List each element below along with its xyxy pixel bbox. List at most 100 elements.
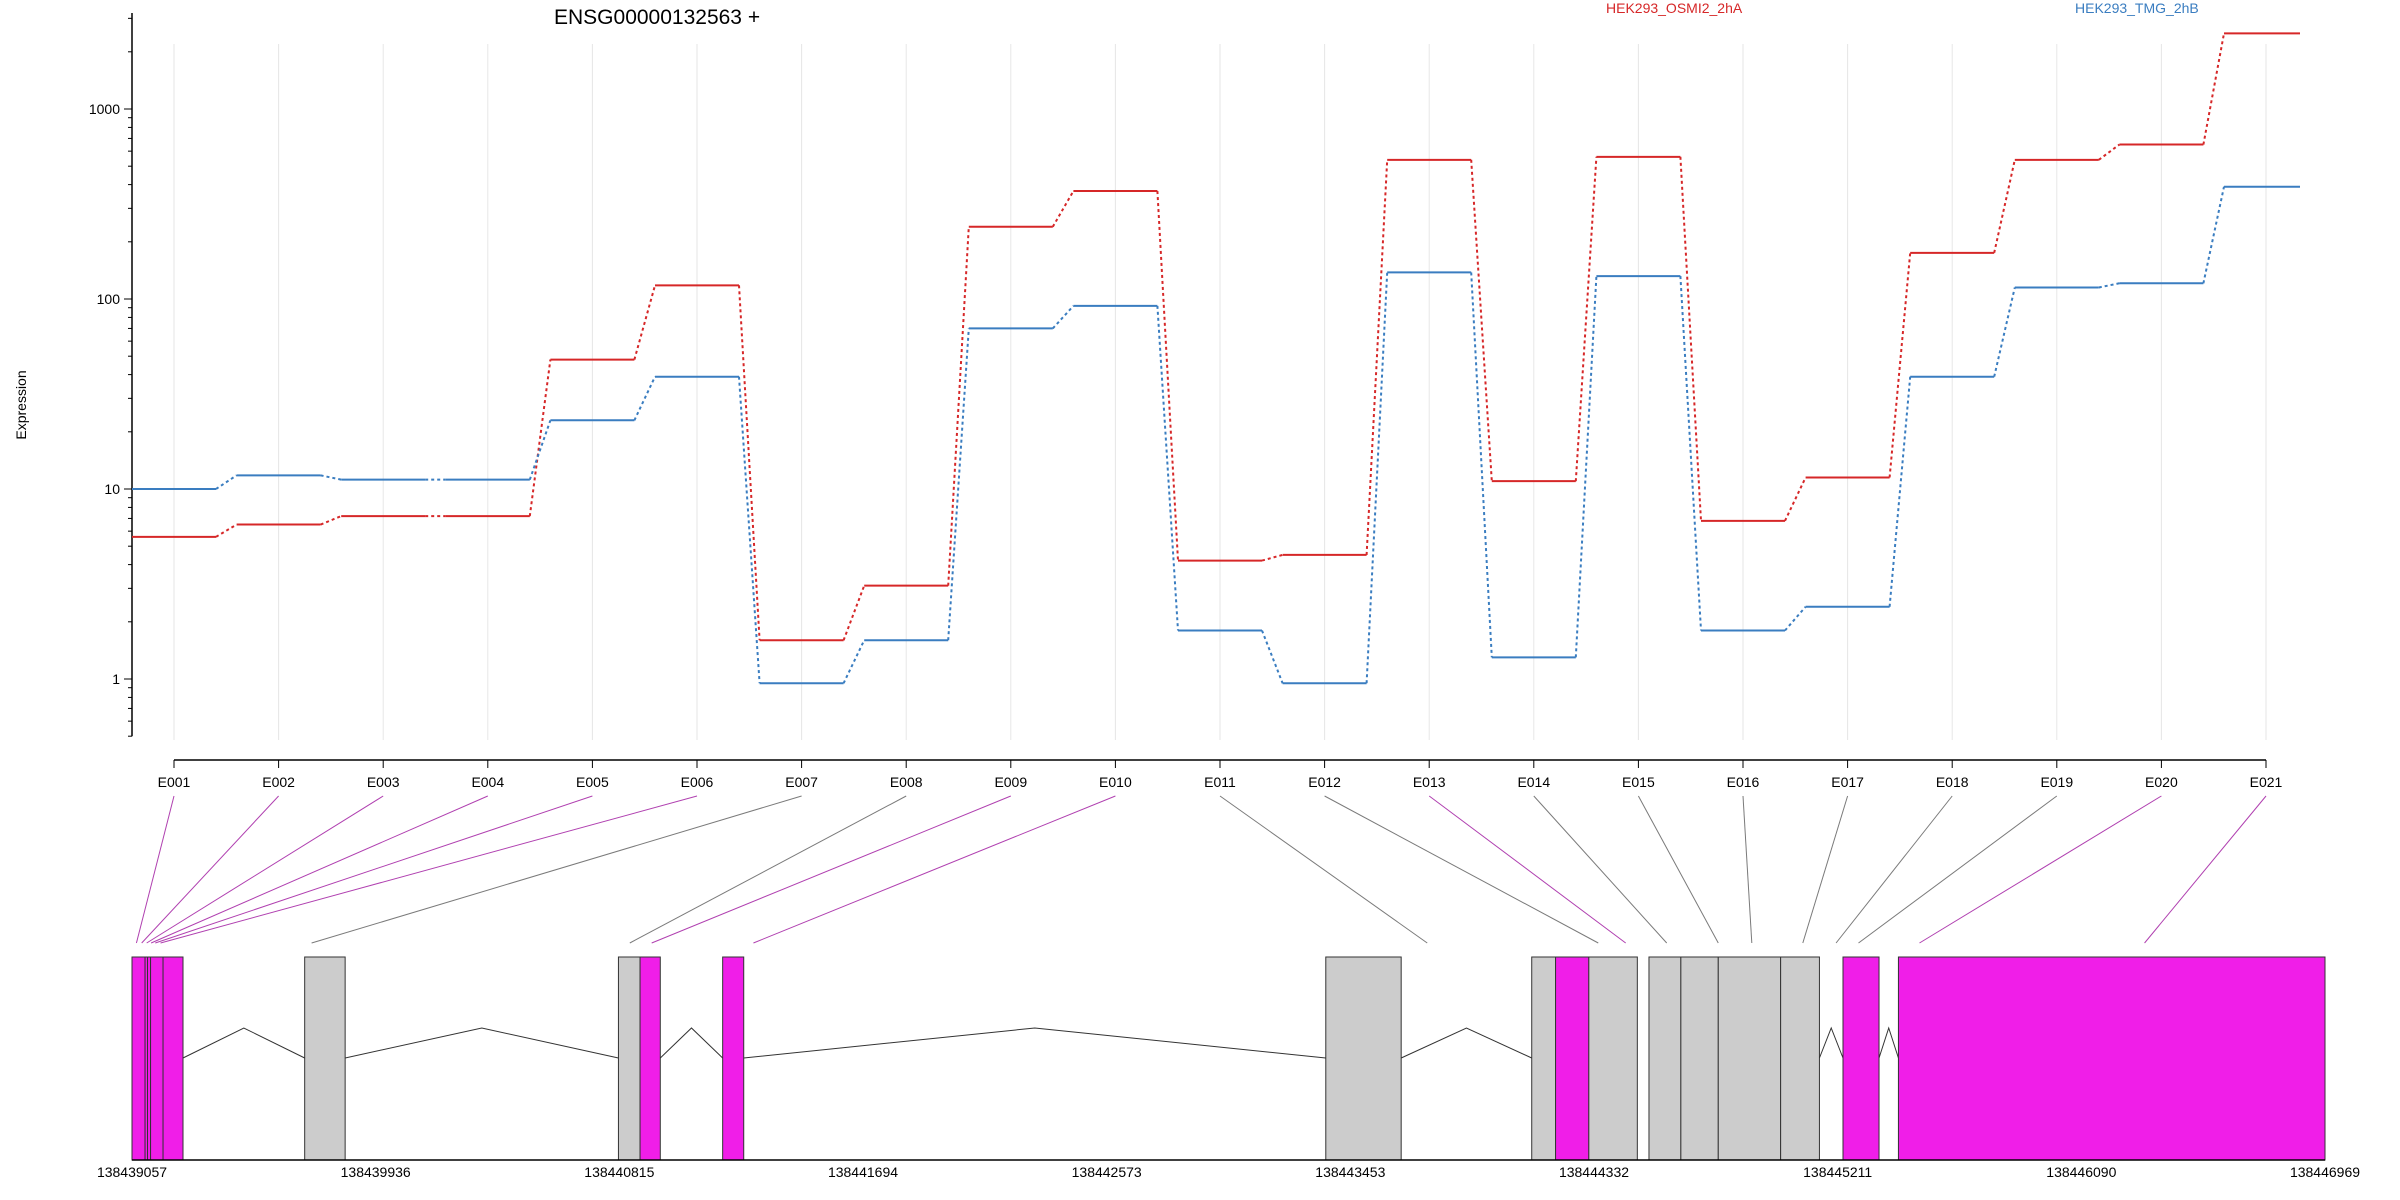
genomic-tick-label: 138443453 <box>1315 1164 1385 1180</box>
series-connector <box>842 585 866 641</box>
series-connector <box>947 328 970 641</box>
x-tick-label: E005 <box>576 774 609 790</box>
series-connector <box>1261 630 1284 684</box>
x-tick-label: E020 <box>2145 774 2178 790</box>
x-tick-label: E009 <box>994 774 1027 790</box>
exon-link-line <box>1858 795 2058 944</box>
genomic-tick-label: 138439057 <box>97 1164 167 1180</box>
exon-link-line <box>1533 795 1668 944</box>
x-tick-label: E008 <box>890 774 923 790</box>
x-tick-label: E019 <box>2040 774 2073 790</box>
exon-link-line <box>160 795 698 944</box>
exon-block <box>1842 956 1880 1161</box>
series-connector <box>738 285 761 641</box>
x-tick-label: E006 <box>681 774 714 790</box>
exon-link-line <box>155 795 593 944</box>
x-tick-label: E016 <box>1727 774 1760 790</box>
exon-block <box>1680 956 1719 1161</box>
series-connector <box>320 474 342 481</box>
series-connector <box>2098 143 2120 161</box>
x-tick-label: E021 <box>2250 774 2283 790</box>
exon-link-line <box>135 795 175 944</box>
series-connector <box>633 285 656 360</box>
series-connector <box>1784 606 1807 632</box>
exon-link-line <box>1802 795 1849 944</box>
exon-block <box>617 956 641 1161</box>
exon-block <box>1531 956 1557 1161</box>
series-connector <box>1156 190 1179 561</box>
exon-link-line <box>150 795 489 944</box>
series-connector <box>2202 186 2225 284</box>
exon-link-line <box>311 795 802 944</box>
series-connector <box>1261 553 1283 562</box>
y-tick-label: 10 <box>104 481 120 497</box>
exon-block <box>1588 956 1638 1161</box>
exon-block <box>1897 956 2326 1161</box>
series-connector <box>1365 272 1389 684</box>
series-connector <box>1051 190 1075 228</box>
chart-title: ENSG00000132563 + <box>554 6 760 29</box>
series-connector <box>842 639 866 684</box>
exon-block <box>639 956 661 1161</box>
exon-block <box>1780 956 1820 1161</box>
series-connector <box>528 419 552 480</box>
series-connector <box>1470 272 1493 658</box>
series-connector <box>1574 156 1598 482</box>
genomic-tick-label: 138446090 <box>2046 1164 2116 1180</box>
series-connector <box>528 359 552 517</box>
genomic-tick-label: 138440815 <box>584 1164 654 1180</box>
exon-block <box>1648 956 1682 1161</box>
exon-block <box>1717 956 1782 1161</box>
exon-link-line <box>753 795 1116 944</box>
intron-line <box>1878 1026 1899 1059</box>
plot-area: 1 10 100 1000 E001 E002 E003 E004 E005 E006 E007 E0… <box>89 13 2300 790</box>
series-connector <box>1679 156 1702 521</box>
series-connector <box>947 226 970 586</box>
series-connector <box>1993 159 2016 254</box>
series-connector <box>1888 376 1912 607</box>
legend-entry-tmg: HEK293_TMG_2hB <box>2075 0 2199 16</box>
genomic-tick-label: 138442573 <box>1072 1164 1142 1180</box>
series-connector <box>2098 282 2120 289</box>
genomic-tick-label: 138444332 <box>1559 1164 1629 1180</box>
genomic-tick-label: 138439936 <box>341 1164 411 1180</box>
exon-connector-lines <box>135 795 2267 944</box>
x-tick-label: E013 <box>1413 774 1446 790</box>
y-tick-label: 1000 <box>89 101 120 117</box>
x-tick-label: E003 <box>367 774 400 790</box>
genomic-tick-label: 138445211 <box>1803 1164 1872 1180</box>
intron-line <box>182 1027 305 1059</box>
x-tick-label: E015 <box>1622 774 1655 790</box>
y-tick-label: 1 <box>112 671 120 687</box>
series-connector <box>633 376 656 421</box>
y-axis-label: Expression <box>13 370 29 439</box>
exon-link-line <box>1637 795 1719 944</box>
x-tick-label: E007 <box>785 774 818 790</box>
exon-block <box>1555 956 1590 1161</box>
x-tick-label: E018 <box>1936 774 1969 790</box>
series-connector <box>215 523 238 538</box>
x-tick-label: E012 <box>1308 774 1341 790</box>
gene-model: 138439057 138439936 138440815 138441694 1384… <box>97 956 2360 1180</box>
exon-link-line <box>146 795 384 944</box>
y-tick-label: 100 <box>97 291 121 307</box>
x-tick-label: E011 <box>1204 774 1236 790</box>
exon-block <box>304 956 346 1161</box>
exon-block <box>722 956 745 1161</box>
series-connector <box>1052 305 1075 330</box>
exon-block <box>1325 956 1402 1161</box>
intron-line <box>743 1027 1326 1059</box>
exon-link-line <box>141 795 279 944</box>
series-connector <box>320 515 342 526</box>
x-tick-label: E001 <box>158 774 191 790</box>
exon-link-line <box>1324 795 1599 944</box>
intron-line <box>1818 1026 1844 1059</box>
exon-link-line <box>1742 795 1753 944</box>
series-connector <box>1156 305 1179 631</box>
series-connector <box>738 376 761 684</box>
exon-link-line <box>651 795 1011 944</box>
exon-link-line <box>1919 795 2162 944</box>
series-connector <box>215 474 238 490</box>
series-connector <box>1993 287 2016 377</box>
